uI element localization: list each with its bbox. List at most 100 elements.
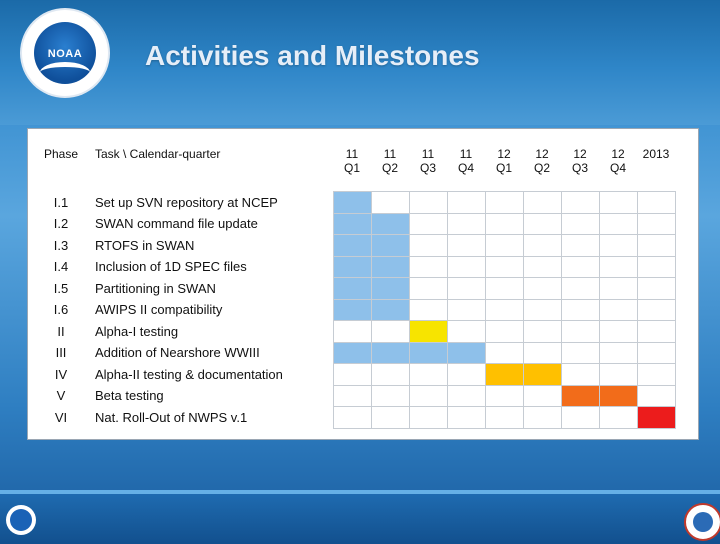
milestone-cell — [598, 234, 638, 257]
header-band — [0, 0, 720, 125]
noaa-emblem-icon: NOAA — [34, 22, 96, 84]
milestone-cell — [522, 212, 562, 235]
quarter-label: Q3 — [419, 161, 436, 175]
table-row: I.3 RTOFS in SWAN — [31, 234, 676, 257]
milestone-cell — [598, 255, 638, 278]
quarter-year: 12 — [611, 147, 625, 161]
milestone-cell-filled — [332, 341, 372, 364]
table-row: I.5 Partitioning in SWAN — [31, 277, 676, 300]
milestone-cell — [446, 255, 486, 278]
milestone-cell — [408, 277, 448, 300]
milestone-cell — [560, 277, 600, 300]
quarter-year: 2013 — [642, 147, 670, 161]
quarter-label: Q2 — [381, 161, 398, 175]
milestone-cell — [636, 277, 676, 300]
milestone-cell — [484, 320, 524, 343]
milestone-cell-filled — [332, 255, 372, 278]
noaa-logo: NOAA — [22, 10, 108, 96]
milestone-cell — [560, 341, 600, 364]
milestone-cell — [484, 298, 524, 321]
milestone-cell-filled — [636, 406, 676, 429]
milestone-cell — [446, 277, 486, 300]
quarter-header: 12 Q3 — [561, 139, 599, 192]
table-row: V Beta testing — [31, 384, 676, 407]
task-cell: AWIPS II compatibility — [95, 302, 223, 318]
milestone-cell — [484, 255, 524, 278]
milestone-cell-filled — [370, 234, 410, 257]
table-row: III Addition of Nearshore WWIII — [31, 341, 676, 364]
milestone-cell — [446, 363, 486, 386]
milestone-cell-filled — [332, 234, 372, 257]
milestone-cell — [408, 255, 448, 278]
task-cell: RTOFS in SWAN — [95, 237, 195, 253]
milestone-cell-filled — [560, 384, 600, 407]
quarter-header: 11 Q2 — [371, 139, 409, 192]
milestone-cell — [408, 212, 448, 235]
table-row: I.4 Inclusion of 1D SPEC files — [31, 255, 676, 278]
quarter-header: 11 Q1 — [333, 139, 371, 192]
milestone-cell-filled — [332, 298, 372, 321]
milestone-cell — [598, 341, 638, 364]
quarter-year: 11 — [345, 147, 359, 161]
schedule-body: I.1 Set up SVN repository at NCEP I.2 SWAN … — [31, 191, 676, 429]
phase-cell: I.5 — [53, 280, 69, 296]
quarter-header: 11 Q3 — [409, 139, 447, 192]
quarter-label: Q4 — [609, 161, 626, 175]
quarter-year: 12 — [535, 147, 549, 161]
quarter-year: 11 — [459, 147, 473, 161]
milestone-cell — [484, 277, 524, 300]
table-row: VI Nat. Roll-Out of NWPS v.1 — [31, 406, 676, 429]
quarter-year: 11 — [383, 147, 397, 161]
milestone-cell — [408, 298, 448, 321]
milestone-cell — [636, 320, 676, 343]
milestone-cell — [370, 320, 410, 343]
milestone-cell — [370, 384, 410, 407]
milestone-cell — [522, 298, 562, 321]
milestone-cell — [408, 234, 448, 257]
quarter-header: 12 Q2 — [523, 139, 561, 192]
milestone-cell — [332, 384, 372, 407]
milestone-cell — [408, 191, 448, 214]
task-cell: Nat. Roll-Out of NWPS v.1 — [95, 409, 248, 425]
phase-cell: I.1 — [53, 194, 69, 210]
milestone-cell-filled — [484, 363, 524, 386]
task-cell: Set up SVN repository at NCEP — [95, 194, 278, 210]
task-cell: Addition of Nearshore WWIII — [95, 345, 260, 361]
milestone-cell — [484, 234, 524, 257]
milestone-cell — [370, 363, 410, 386]
quarter-label: Q3 — [571, 161, 588, 175]
milestone-cell — [598, 406, 638, 429]
milestone-cell — [522, 341, 562, 364]
milestone-cell — [446, 384, 486, 407]
quarter-header: 2013 — [637, 139, 675, 192]
milestone-cell — [332, 406, 372, 429]
table-row: IV Alpha-II testing & documentation — [31, 363, 676, 386]
milestone-cell — [598, 363, 638, 386]
milestone-cell — [560, 363, 600, 386]
table-row: I.6 AWIPS II compatibility — [31, 298, 676, 321]
milestone-cell — [522, 234, 562, 257]
milestone-cell — [408, 406, 448, 429]
schedule-table: Phase Task \ Calendar-quarter 11 Q1 11 Q2 11… — [31, 139, 676, 429]
milestone-cell — [522, 320, 562, 343]
milestone-cell-filled — [370, 298, 410, 321]
milestone-cell — [446, 212, 486, 235]
task-header: Task \ Calendar-quarter — [95, 147, 221, 161]
phase-cell: II — [57, 323, 65, 339]
quarter-label: Q2 — [533, 161, 550, 175]
logo-text: NOAA — [47, 48, 83, 60]
milestone-cell — [522, 277, 562, 300]
milestone-cell — [636, 384, 676, 407]
milestone-cell — [636, 255, 676, 278]
milestone-cell — [522, 191, 562, 214]
table-row: II Alpha-I testing — [31, 320, 676, 343]
milestone-cell — [484, 406, 524, 429]
milestone-cell-filled — [370, 341, 410, 364]
task-cell: Alpha-II testing & documentation — [95, 366, 283, 382]
milestone-cell — [598, 320, 638, 343]
milestone-cell — [560, 320, 600, 343]
milestone-cell — [598, 298, 638, 321]
milestone-cell-filled — [370, 277, 410, 300]
milestone-cell — [446, 406, 486, 429]
milestone-cell — [560, 191, 600, 214]
